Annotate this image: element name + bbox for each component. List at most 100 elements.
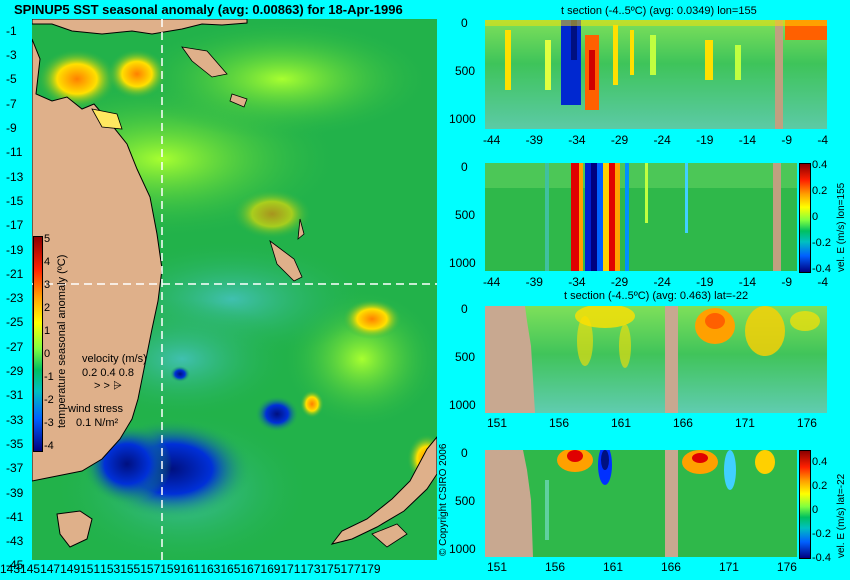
xtick: 176 xyxy=(776,560,797,574)
temperature-section-lat-22 xyxy=(485,306,827,413)
ytick: 1000 xyxy=(449,256,476,270)
ytick: 500 xyxy=(455,350,476,364)
lon-tick: 161 xyxy=(180,562,201,576)
xtick: 151 xyxy=(487,560,508,574)
cbar-tick: -0.4 xyxy=(812,263,831,275)
cbar-tick: -2 xyxy=(44,394,54,406)
lat-tick: -23 xyxy=(6,291,24,305)
cbar-tick: -3 xyxy=(44,417,54,429)
map-title: SPINUP5 SST seasonal anomaly (avg: 0.008… xyxy=(14,2,403,17)
cbar-tick: 3 xyxy=(44,279,51,291)
xtick: -14 xyxy=(738,275,757,289)
xtick: 166 xyxy=(672,416,693,430)
cbar-tick: 0.2 xyxy=(812,480,828,492)
xtick: 161 xyxy=(610,416,631,430)
lon-tick: 157 xyxy=(140,562,161,576)
xtick: -44 xyxy=(483,133,501,147)
ytick: 1000 xyxy=(449,398,476,412)
ytick: 1000 xyxy=(449,112,476,126)
lon-tick: 163 xyxy=(200,562,221,576)
lon-tick: 171 xyxy=(280,562,301,576)
cbar-tick: -4 xyxy=(44,440,54,452)
xtick: -39 xyxy=(525,133,543,147)
velocity-colorbar-2 xyxy=(799,450,811,559)
xtick: 176 xyxy=(796,416,817,430)
panel-4-xaxis: 151 156 161 166 171 176 xyxy=(487,560,797,574)
longitude-axis: 143 145 147 149 151 153 155 157 159 161 … xyxy=(0,562,440,576)
cbar-tick: -0.4 xyxy=(812,552,831,564)
panel-2-cbar-label: vel. E (m/s) lon=155 xyxy=(836,182,847,272)
lat-tick: -1 xyxy=(6,24,17,38)
ytick: 0 xyxy=(461,302,468,316)
xtick: -34 xyxy=(568,275,586,289)
lon-tick: 151 xyxy=(80,562,101,576)
lon-tick: 145 xyxy=(20,562,41,576)
ytick: 500 xyxy=(455,208,476,222)
temperature-section-lon155 xyxy=(485,20,827,129)
lon-tick: 165 xyxy=(220,562,241,576)
lat-tick: -9 xyxy=(6,121,17,135)
ytick: 500 xyxy=(455,494,476,508)
lat-tick: -41 xyxy=(6,510,24,524)
lat-tick: -21 xyxy=(6,267,24,281)
wind-scale: 0.1 N/m² xyxy=(76,417,119,429)
ytick: 1000 xyxy=(449,542,476,556)
xtick: 161 xyxy=(602,560,623,574)
lon-tick: 143 xyxy=(0,562,21,576)
xtick: -4 xyxy=(817,275,828,289)
lat-tick: -39 xyxy=(6,486,24,500)
velocity-arrows-icon: > > ⩥ xyxy=(94,380,122,392)
lat-tick: -37 xyxy=(6,461,24,475)
xtick: -9 xyxy=(781,275,793,289)
xtick: -24 xyxy=(653,275,671,289)
copyright-text: © Copyright CSIRO 2006 xyxy=(438,443,449,556)
xtick: 151 xyxy=(487,416,508,430)
lat-tick: -19 xyxy=(6,243,24,257)
panel-1-title: t section (-4..5ºC) (avg: 0.0349) lon=15… xyxy=(561,5,757,17)
lon-tick: 175 xyxy=(320,562,341,576)
lon-tick: 177 xyxy=(340,562,361,576)
lon-tick: 173 xyxy=(300,562,321,576)
lat-tick: -45 xyxy=(6,558,24,572)
xtick: -9 xyxy=(781,133,793,147)
ytick: 500 xyxy=(455,64,476,78)
ytick: 0 xyxy=(461,446,468,460)
xtick: 171 xyxy=(734,416,755,430)
lat-tick: -33 xyxy=(6,413,24,427)
panel-1-xaxis: -44 -39 -34 -29 -24 -19 -14 -9 -4 xyxy=(483,133,828,147)
cbar-tick: -0.2 xyxy=(812,528,831,540)
lon-tick: 167 xyxy=(240,562,261,576)
lon-tick: 159 xyxy=(160,562,181,576)
panel-3-xaxis: 151 156 161 166 171 176 xyxy=(487,416,817,430)
lat-tick: -27 xyxy=(6,340,24,354)
xtick: -39 xyxy=(525,275,543,289)
lat-tick: -15 xyxy=(6,194,24,208)
cbar-tick: 0 xyxy=(812,211,819,223)
lat-tick: -43 xyxy=(6,534,24,548)
lat-tick: -35 xyxy=(6,437,24,451)
xtick: -19 xyxy=(696,133,714,147)
cbar-tick: 5 xyxy=(44,233,51,245)
xtick: 156 xyxy=(548,416,570,430)
lat-tick: -31 xyxy=(6,388,24,402)
xtick: -44 xyxy=(483,275,501,289)
cbar-tick: 0.4 xyxy=(812,159,828,171)
cbar-tick: 0 xyxy=(812,504,819,516)
lon-tick: 153 xyxy=(100,562,121,576)
velocity-colorbar-1 xyxy=(799,163,811,273)
velocity-section-lat-22 xyxy=(485,450,797,557)
velocity-section-lon155 xyxy=(485,163,797,271)
xtick: 156 xyxy=(544,560,566,574)
xtick: 166 xyxy=(660,560,681,574)
panel-4-cbar-label: vel. E (m/s) lat=-22 xyxy=(836,473,847,558)
lat-tick: -17 xyxy=(6,218,24,232)
ytick: 0 xyxy=(461,16,468,30)
lon-tick: 169 xyxy=(260,562,281,576)
xtick: -29 xyxy=(610,275,629,289)
cbar-tick: 0 xyxy=(44,348,51,360)
cbar-tick: -0.2 xyxy=(812,237,831,249)
xtick: -14 xyxy=(738,133,757,147)
panel-3-title: t section (-4..5ºC) (avg: 0.463) lat=-22 xyxy=(564,290,749,302)
lon-tick: 155 xyxy=(120,562,141,576)
lat-tick: -7 xyxy=(6,97,17,111)
